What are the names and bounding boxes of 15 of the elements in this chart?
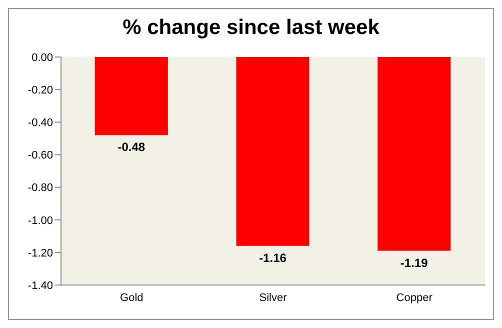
y-tick-label: -0.60 [28,150,53,162]
x-tick-label: Silver [259,292,288,304]
y-tick-label: -1.40 [28,280,53,292]
y-tick-label: -1.00 [28,214,53,227]
x-tick-label: Gold [120,292,144,304]
y-tick-label: -0.40 [28,117,53,130]
y-tick-label: -1.20 [28,247,53,260]
data-label: -1.16 [259,250,287,265]
x-tick-label: Copper [396,292,433,304]
y-tick-label: -0.20 [28,84,53,96]
y-tick-label: 0.00 [32,52,53,64]
y-tick-label: -0.80 [28,182,53,194]
data-label: -1.19 [400,256,428,270]
chart-title: % change since last week [122,15,380,41]
data-label: -0.48 [118,140,146,154]
